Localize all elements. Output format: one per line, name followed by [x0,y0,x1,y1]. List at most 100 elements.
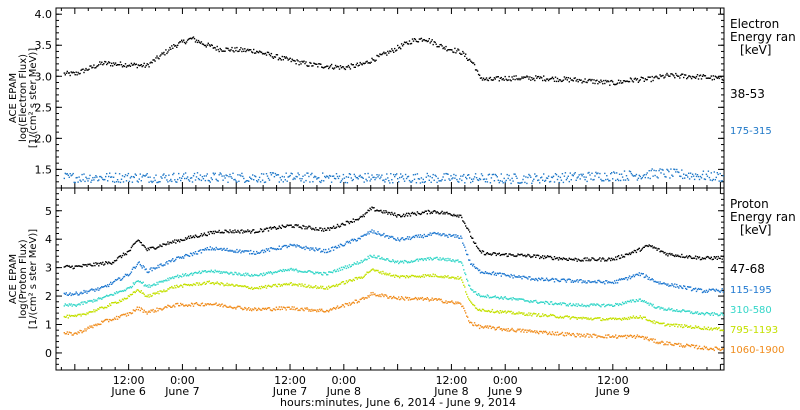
data-point [196,172,199,174]
data-point [281,246,283,248]
data-point [480,295,483,297]
data-point [463,221,465,223]
series-175-315 [63,168,724,185]
data-point [328,271,330,273]
data-point [573,334,575,336]
data-point [416,211,419,213]
data-point [413,298,416,300]
data-point [564,315,567,317]
data-point [376,174,378,176]
data-point [117,64,120,66]
data-point [174,285,176,287]
data-point [249,230,251,232]
data-point [361,216,363,218]
data-point [498,312,500,314]
data-point [90,181,92,183]
data-point [482,308,485,311]
data-point [532,313,534,315]
data-point [479,250,482,252]
data-point [437,276,439,278]
data-point [639,250,641,252]
data-point [710,256,712,258]
data-point [80,315,82,317]
data-point [361,176,363,179]
data-point [344,282,347,285]
data-point [558,333,561,335]
data-point [91,299,93,302]
data-point [536,175,538,177]
data-point [291,306,293,308]
data-point [84,69,86,71]
data-point [88,311,90,313]
data-point [443,301,445,304]
data-point [667,169,669,171]
data-point [595,259,597,261]
data-point [256,274,258,276]
data-point [267,177,270,180]
data-point [233,179,235,181]
data-point [581,82,583,84]
data-point [524,329,526,331]
data-point [381,256,383,259]
data-point [659,281,661,283]
data-point [295,175,297,178]
data-point [684,310,686,312]
data-point [317,177,319,179]
data-point [702,258,705,260]
data-point [176,256,178,259]
data-point [154,60,156,62]
data-point [451,260,453,262]
data-point [282,268,284,271]
data-point [109,294,111,296]
data-point [306,172,308,174]
data-point [411,180,414,182]
data-point [78,303,80,305]
data-point [425,176,427,178]
data-point [426,257,428,259]
data-point [516,255,518,257]
y-tick-label: 5 [45,205,52,218]
data-point [390,295,392,298]
data-point [112,261,114,264]
data-point [654,280,656,283]
data-point [504,296,506,298]
data-point [510,328,512,331]
data-point [155,284,157,286]
data-point [286,180,288,182]
data-point [354,239,356,241]
data-point [158,281,160,283]
data-point [279,57,281,60]
data-point [286,246,288,249]
data-point [108,175,110,178]
data-point [194,251,197,253]
data-point [292,308,294,311]
data-point [281,175,283,178]
data-point [652,79,654,82]
data-point [669,284,671,287]
data-point [675,310,677,312]
data-point [105,284,107,287]
data-point [645,301,647,303]
data-point [272,227,275,229]
data-point [550,314,553,317]
data-point [320,251,322,253]
data-point [686,324,688,327]
data-point [653,77,655,79]
data-point [204,234,207,236]
data-point [578,333,580,335]
data-point [232,307,234,310]
data-point [489,325,492,327]
data-point [641,273,643,275]
data-point [162,308,164,310]
data-point [601,336,603,338]
data-point [635,315,638,318]
data-point [594,280,596,282]
data-point [201,283,204,285]
data-point [204,44,207,47]
data-point [620,254,623,256]
data-point [685,310,687,313]
data-point [567,77,569,79]
data-point [600,178,602,181]
data-point [715,327,717,329]
data-point [247,272,249,275]
